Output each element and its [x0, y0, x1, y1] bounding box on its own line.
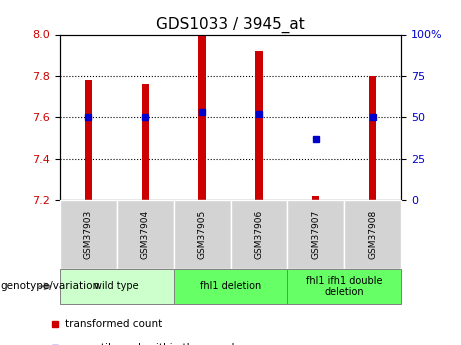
Text: genotype/variation: genotype/variation: [0, 282, 99, 291]
Text: fhl1 ifh1 double
deletion: fhl1 ifh1 double deletion: [306, 276, 383, 297]
Text: GSM37904: GSM37904: [141, 210, 150, 259]
Text: GSM37908: GSM37908: [368, 210, 377, 259]
Bar: [255, 51, 263, 200]
Bar: [198, 34, 206, 200]
Text: GSM37903: GSM37903: [84, 210, 93, 259]
Text: fhl1 deletion: fhl1 deletion: [200, 282, 261, 291]
Bar: [369, 76, 376, 200]
Text: transformed count: transformed count: [65, 319, 162, 329]
Text: GSM37906: GSM37906: [254, 210, 263, 259]
Text: GSM37907: GSM37907: [311, 210, 320, 259]
Text: wild type: wild type: [95, 282, 139, 291]
Text: percentile rank within the sample: percentile rank within the sample: [65, 344, 241, 345]
Text: GSM37905: GSM37905: [198, 210, 207, 259]
Bar: [142, 84, 149, 200]
Bar: [85, 80, 92, 200]
Title: GDS1033 / 3945_at: GDS1033 / 3945_at: [156, 17, 305, 33]
Bar: [312, 196, 319, 200]
